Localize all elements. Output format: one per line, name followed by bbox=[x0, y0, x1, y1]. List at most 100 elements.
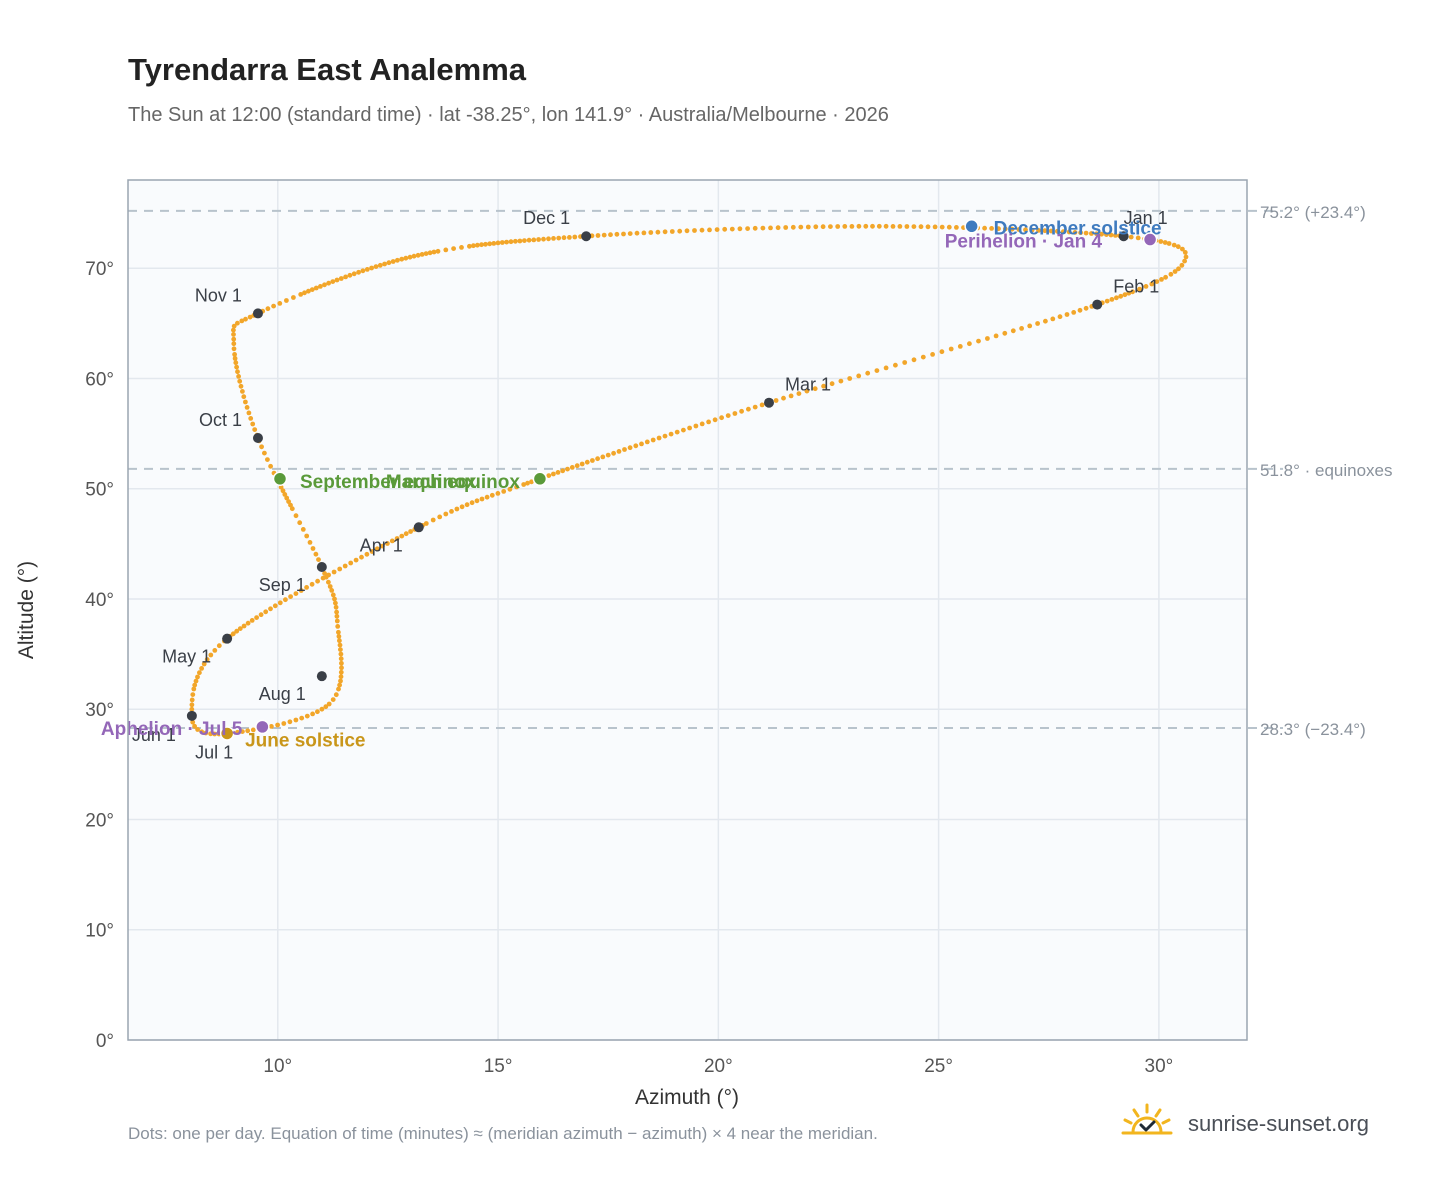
daily-dot bbox=[386, 260, 392, 266]
daily-dot bbox=[297, 520, 303, 526]
footnote: Dots: one per day. Equation of time (min… bbox=[128, 1124, 878, 1143]
daily-dot bbox=[1166, 241, 1172, 246]
daily-dot bbox=[684, 228, 690, 234]
daily-dot bbox=[315, 709, 320, 715]
daily-dot bbox=[993, 333, 999, 339]
daily-dot bbox=[449, 509, 454, 514]
daily-dot bbox=[611, 450, 616, 456]
month-marker-label: Jul 1 bbox=[195, 742, 233, 762]
daily-dot bbox=[252, 427, 258, 432]
daily-dot bbox=[546, 473, 552, 478]
daily-dot bbox=[1135, 235, 1141, 241]
daily-dot bbox=[1168, 271, 1174, 277]
daily-dot bbox=[567, 235, 572, 240]
daily-dot bbox=[529, 479, 534, 485]
chart-subtitle: The Sun at 12:00 (standard time) · lat -… bbox=[128, 104, 889, 126]
daily-dot bbox=[254, 615, 259, 620]
daily-dot bbox=[330, 592, 336, 598]
daily-dot bbox=[521, 482, 527, 487]
daily-dot bbox=[729, 226, 735, 232]
daily-dot bbox=[1158, 239, 1164, 244]
daily-dot bbox=[369, 265, 374, 271]
daily-dot bbox=[286, 499, 291, 504]
x-tick-label: 30° bbox=[1145, 1056, 1174, 1077]
daily-dot bbox=[360, 268, 366, 274]
daily-dot bbox=[590, 458, 595, 463]
month-marker-dot bbox=[252, 433, 263, 443]
daily-dot bbox=[192, 682, 198, 688]
daily-dot bbox=[195, 727, 201, 732]
daily-dot bbox=[798, 224, 804, 230]
daily-dot bbox=[479, 242, 484, 248]
daily-dot bbox=[656, 435, 662, 441]
plot-frame bbox=[127, 179, 1248, 1041]
daily-dot bbox=[1054, 228, 1060, 234]
daily-dot bbox=[259, 444, 264, 450]
daily-dot bbox=[313, 551, 319, 557]
daily-dot bbox=[343, 274, 348, 280]
daily-dot bbox=[946, 224, 952, 230]
sun-check-icon bbox=[1120, 1102, 1174, 1147]
daily-dot bbox=[722, 226, 728, 232]
axis-ticks: 0° 10° 20° 30° 40° 50° 60° 70° 10° 15° 20° 25° 30° bbox=[85, 259, 1173, 1077]
x-tick-label: 25° bbox=[924, 1056, 953, 1077]
daily-dot bbox=[883, 223, 889, 229]
daily-dot bbox=[930, 352, 935, 357]
daily-dot bbox=[272, 603, 278, 609]
daily-dot bbox=[745, 226, 750, 232]
daily-dot bbox=[326, 701, 332, 707]
event-marker-dot bbox=[255, 719, 270, 735]
daily-dot bbox=[605, 452, 611, 458]
x-axis-label: Azimuth (°) bbox=[635, 1086, 739, 1109]
daily-dot bbox=[195, 674, 200, 680]
daily-dot bbox=[443, 511, 449, 517]
daily-dot bbox=[514, 484, 519, 490]
daily-dot bbox=[245, 728, 251, 734]
daily-dot bbox=[323, 574, 329, 580]
daily-dot bbox=[338, 276, 344, 281]
daily-dot bbox=[193, 678, 199, 684]
daily-dot bbox=[574, 463, 580, 469]
daily-dot bbox=[258, 612, 264, 618]
daily-dot bbox=[277, 301, 283, 306]
daily-dot bbox=[337, 642, 343, 648]
daily-dot bbox=[244, 405, 250, 410]
daily-dot bbox=[347, 272, 353, 278]
daily-dot bbox=[1104, 298, 1110, 304]
daily-dot bbox=[288, 594, 293, 599]
daily-dot bbox=[737, 226, 743, 232]
daily-dot bbox=[828, 224, 833, 230]
daily-dot bbox=[234, 364, 240, 370]
daily-dots bbox=[189, 223, 1189, 737]
daily-dot bbox=[474, 498, 480, 504]
daily-dot bbox=[1077, 307, 1083, 313]
daily-dot bbox=[330, 697, 336, 702]
event-marker-label: Perihelion · Jan 4 bbox=[945, 232, 1103, 253]
daily-dot bbox=[847, 376, 853, 381]
daily-dot bbox=[399, 256, 405, 262]
daily-dot bbox=[216, 643, 222, 649]
daily-dot bbox=[1064, 312, 1070, 317]
event-marker-dot bbox=[1142, 232, 1158, 247]
daily-dot bbox=[600, 454, 606, 460]
month-marker-label: Apr 1 bbox=[360, 535, 403, 555]
brand-logo[interactable]: sunrise-sunset.org bbox=[1120, 1102, 1369, 1146]
daily-dot bbox=[315, 578, 320, 584]
daily-dot bbox=[712, 417, 718, 423]
daily-dot bbox=[327, 584, 333, 589]
month-marker-label: Dec 1 bbox=[523, 208, 570, 228]
daily-dot bbox=[268, 606, 273, 612]
daily-dot bbox=[551, 236, 556, 241]
daily-dot bbox=[235, 729, 240, 735]
daily-dot bbox=[235, 369, 240, 375]
daily-dot bbox=[650, 437, 656, 443]
daily-dot bbox=[241, 394, 247, 400]
daily-dot bbox=[687, 425, 692, 431]
daily-dot bbox=[454, 506, 460, 512]
daily-dot bbox=[856, 223, 862, 229]
daily-dot bbox=[1149, 281, 1155, 287]
daily-dot bbox=[874, 368, 880, 373]
daily-dot bbox=[681, 427, 686, 433]
daily-dot bbox=[319, 706, 325, 712]
